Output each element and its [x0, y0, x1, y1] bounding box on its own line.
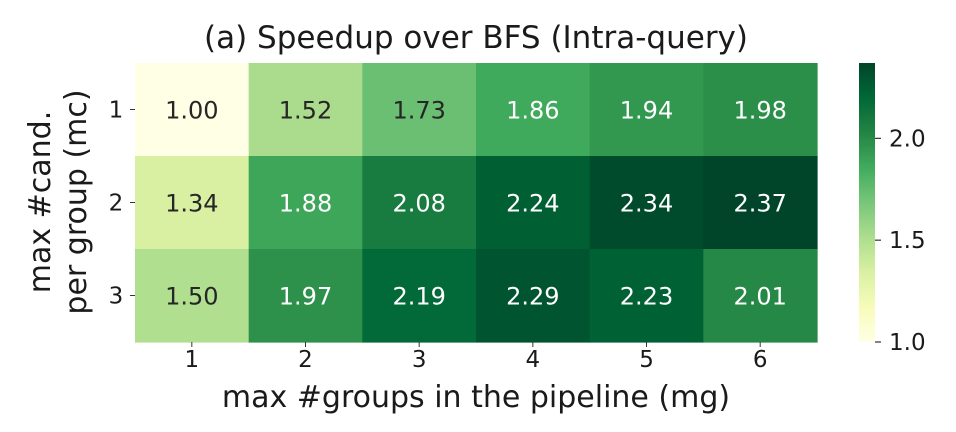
- heatmap-cell: [248, 156, 363, 250]
- cell-value-label: 1.86: [506, 97, 559, 125]
- x-tick-label: 1: [185, 347, 200, 373]
- heatmap-cell: [703, 63, 818, 157]
- cell-value-label: 2.37: [733, 190, 786, 218]
- heatmap-cell: [135, 249, 250, 343]
- cell-value-label: 1.34: [165, 190, 218, 218]
- heatmap-cell: [135, 63, 250, 157]
- heatmap-cell: [362, 156, 477, 250]
- heatmap-cell: [703, 249, 818, 343]
- heatmap-cell: [589, 156, 704, 250]
- cell-value-label: 2.01: [733, 283, 786, 311]
- y-tick-label: 1: [109, 98, 124, 124]
- heatmap-cell: [589, 63, 704, 157]
- x-tick-label: 5: [639, 347, 654, 373]
- heatmap-cell: [248, 249, 363, 343]
- colorbar-tick-label: 1.5: [889, 228, 926, 254]
- heatmap-cell: [362, 63, 477, 157]
- x-tick-labels: 1 2 3 4 5 6: [185, 342, 768, 373]
- x-tick-label: 6: [753, 347, 768, 373]
- heatmap-cell: [476, 249, 591, 343]
- heatmap-cell-labels: 1.00 1.52 1.73 1.86 1.94 1.98 1.34 1.88 2.08 2.24…: [165, 97, 787, 311]
- cell-value-label: 1.98: [733, 97, 786, 125]
- colorbar-tick-label: 2.0: [889, 126, 926, 152]
- colorbar-tick-label: 1.0: [889, 330, 926, 356]
- cell-value-label: 2.23: [620, 283, 673, 311]
- x-tick-label: 4: [526, 347, 541, 373]
- cell-value-label: 1.00: [165, 97, 218, 125]
- y-axis-label: max #cand. per group (mc): [23, 89, 94, 314]
- cell-value-label: 1.73: [392, 97, 445, 125]
- heatmap-cell: [248, 63, 363, 157]
- x-axis-label: max #groups in the pipeline (mg): [222, 380, 730, 415]
- heatmap-cell: [476, 156, 591, 250]
- heatmap-cell: [476, 63, 591, 157]
- cell-value-label: 2.19: [392, 283, 445, 311]
- y-axis-label-line-1: max #cand.: [23, 111, 58, 294]
- colorbar: [859, 63, 875, 342]
- y-tick-label: 3: [109, 284, 124, 310]
- heatmap-cells: [135, 63, 818, 343]
- cell-value-label: 1.88: [279, 190, 332, 218]
- cell-value-label: 1.52: [279, 97, 332, 125]
- chart-title: (a) Speedup over BFS (Intra-query): [204, 20, 748, 56]
- cell-value-label: 2.29: [506, 283, 559, 311]
- colorbar-ticks: 1.0 1.5 2.0: [875, 126, 926, 356]
- cell-value-label: 2.34: [620, 190, 673, 218]
- y-tick-label: 2: [109, 191, 124, 217]
- heatmap-cell: [135, 156, 250, 250]
- heatmap-cell: [362, 249, 477, 343]
- heatmap-cell: [589, 249, 704, 343]
- cell-value-label: 1.50: [165, 283, 218, 311]
- x-tick-label: 3: [412, 347, 427, 373]
- heatmap-cell: [703, 156, 818, 250]
- y-axis-label-line-2: per group (mc): [59, 89, 94, 314]
- x-tick-label: 2: [298, 347, 313, 373]
- cell-value-label: 1.94: [620, 97, 673, 125]
- cell-value-label: 2.24: [506, 190, 559, 218]
- cell-value-label: 2.08: [392, 190, 445, 218]
- cell-value-label: 1.97: [279, 283, 332, 311]
- y-tick-labels: 1 2 3: [109, 98, 135, 310]
